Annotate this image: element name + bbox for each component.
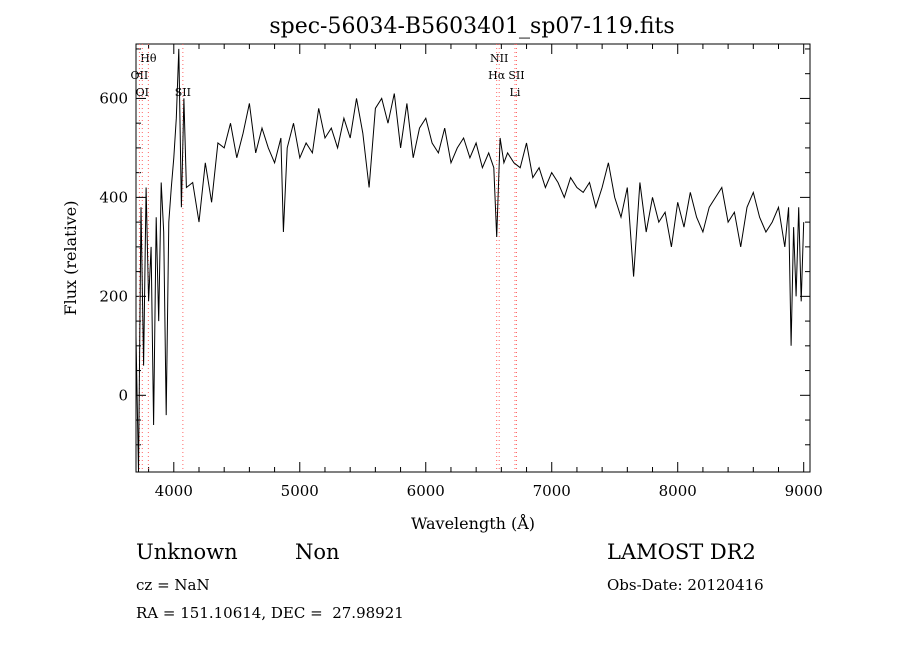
x-tick-label: 4000 bbox=[155, 482, 193, 500]
x-tick-label: 5000 bbox=[281, 482, 319, 500]
line-marker-label: OII bbox=[131, 69, 149, 82]
x-axis-label: Wavelength (Å) bbox=[411, 513, 535, 533]
line-marker-label: SII bbox=[175, 86, 191, 99]
observation-date: Obs-Date: 20120416 bbox=[607, 576, 764, 594]
y-axis-ticks: 0 200 400 600 bbox=[99, 48, 810, 446]
spectrum-line bbox=[135, 48, 805, 473]
x-tick-label: 8000 bbox=[659, 482, 697, 500]
line-marker-label: Hθ bbox=[140, 52, 157, 65]
line-marker-label: Li bbox=[510, 86, 521, 99]
plot-frame bbox=[135, 43, 811, 473]
y-tick-label: 600 bbox=[99, 89, 128, 107]
y-tick-label: 400 bbox=[99, 188, 128, 206]
spectral-class: Unknown bbox=[136, 540, 238, 564]
x-tick-label: 7000 bbox=[533, 482, 571, 500]
redshift-readout: cz = NaN bbox=[136, 576, 210, 594]
x-tick-label: 6000 bbox=[407, 482, 445, 500]
line-marker-label: Hα bbox=[488, 69, 506, 82]
x-tick-label: 9000 bbox=[785, 482, 823, 500]
y-tick-label: 0 bbox=[118, 386, 128, 404]
x-axis-ticks: 4000 5000 6000 7000 8000 9000 bbox=[148, 44, 823, 500]
line-marker-label: OI bbox=[136, 86, 149, 99]
y-tick-label: 200 bbox=[99, 287, 128, 305]
y-axis-label: Flux (relative) bbox=[61, 201, 80, 316]
line-marker-label: SII bbox=[508, 69, 524, 82]
chart-title: spec-56034-B5603401_sp07-119.fits bbox=[269, 14, 674, 39]
spectral-subclass: Non bbox=[295, 540, 340, 564]
survey-name: LAMOST DR2 bbox=[607, 540, 756, 564]
coordinates-readout: RA = 151.10614, DEC = 27.98921 bbox=[136, 604, 404, 622]
line-marker-label: NII bbox=[490, 52, 508, 65]
